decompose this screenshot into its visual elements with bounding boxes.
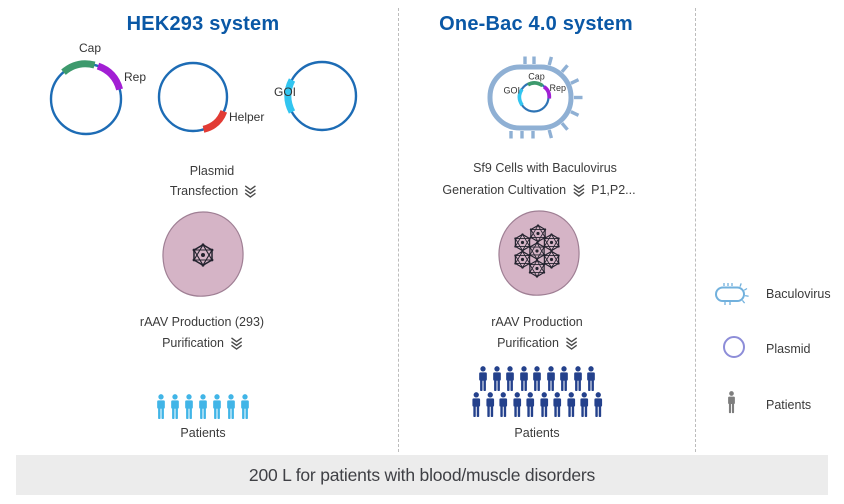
person-icon [553, 392, 562, 418]
column-divider-left [398, 8, 399, 452]
legend-plasmid-icon [723, 336, 745, 358]
footer-bar: 200 L for patients with blood/muscle dis… [16, 455, 828, 495]
person-icon [573, 366, 582, 392]
onebac-step2-line1: rAAV Production [491, 315, 583, 329]
person-icon [506, 366, 514, 392]
onebac-step2-line2: Purification [497, 336, 579, 351]
baculovirus-spikes [509, 56, 583, 139]
column-divider-right [695, 8, 696, 452]
plasmid-helper: Helper [157, 61, 264, 133]
hek-step1-line2-text: Transfection [169, 184, 239, 198]
person-icon [512, 392, 521, 418]
person-icon [580, 392, 589, 418]
plasmid-goi: GOI [274, 60, 358, 132]
rep-gene-arc [542, 85, 552, 99]
onebac-patients-row-1 [477, 366, 598, 392]
cap-gene-arc [527, 81, 544, 88]
person-icon [479, 366, 487, 392]
person-icon [199, 394, 207, 420]
rep-gene-arc [96, 62, 123, 91]
hek-title: HEK293 system [126, 13, 280, 35]
hek-cell [162, 211, 244, 297]
hek-step2-line2: Purification [162, 336, 244, 351]
hek-step1-line2: Transfection [170, 184, 258, 199]
hek-patients-label: Patients [180, 426, 226, 440]
person-icon [241, 394, 249, 420]
person-icon [533, 366, 541, 392]
person-icon [227, 394, 235, 420]
onebac-patients-row-2 [470, 392, 604, 418]
person-icon [566, 392, 575, 418]
cap-label: Cap [79, 41, 101, 55]
goi-gene-arc [284, 78, 296, 114]
onebac-step1-line2: Generation Cultivation P1,P2... [442, 183, 635, 198]
onebac-step1-line1: Sf9 Cells with Baculovirus [473, 161, 617, 175]
hek-step2-line2-text: Purification [162, 336, 224, 350]
goi-label: GOI [274, 85, 296, 99]
person-icon [492, 366, 501, 392]
goi-label: GOI [503, 86, 520, 96]
person-icon [728, 391, 735, 414]
plasmid-cap-rep: Cap Rep [49, 41, 146, 136]
onebac-patients-label: Patients [514, 426, 560, 440]
helper-gene-arc [202, 110, 228, 133]
goi-gene-arc [517, 88, 524, 107]
person-icon [157, 394, 165, 420]
person-icon [539, 392, 548, 418]
plasmid-ring [286, 60, 358, 132]
person-icon [213, 394, 221, 420]
chevron-down-icon [565, 337, 577, 350]
person-icon [499, 392, 508, 418]
legend-baculovirus-label: Baculovirus [766, 287, 831, 301]
hek-step1-line1: Plasmid [189, 164, 235, 178]
person-icon [472, 392, 481, 418]
chevron-down-icon [230, 337, 242, 350]
helper-label: Helper [229, 110, 264, 124]
sf9-cell [498, 210, 580, 296]
baculovirus-graphic: Cap Rep GOI [487, 56, 583, 139]
person-icon [526, 392, 535, 418]
cell-membrane [498, 210, 580, 296]
legend-patients-icon [726, 391, 737, 414]
person-icon [485, 392, 494, 418]
legend-plasmid-label: Plasmid [766, 342, 811, 356]
hek-step2-line1: rAAV Production (293) [139, 315, 265, 329]
baculovirus-capsule [487, 64, 574, 131]
person-icon [171, 394, 179, 420]
person-icon [560, 366, 568, 392]
onebac-title: One-Bac 4.0 system [439, 13, 633, 35]
cap-gene-arc [61, 60, 96, 75]
person-icon [593, 392, 602, 418]
legend-patients-label: Patients [766, 398, 812, 412]
onebac-passages-label: P1,P2... [591, 183, 636, 197]
cap-label: Cap [528, 72, 545, 82]
footer-text: 200 L for patients with blood/muscle dis… [248, 464, 596, 485]
hek-patients-row [155, 394, 252, 420]
legend-baculovirus-icon [715, 283, 749, 305]
onebac-step2-line2-text: Purification [497, 336, 559, 350]
person-icon [546, 366, 555, 392]
chevron-down-icon [245, 185, 257, 198]
person-icon [519, 366, 528, 392]
rep-label: Rep [550, 83, 567, 93]
person-icon [587, 366, 595, 392]
rep-label: Rep [124, 70, 146, 84]
person-icon [185, 394, 193, 420]
chevron-down-icon [573, 184, 585, 197]
plasmid-ring [157, 61, 229, 133]
onebac-step1-line2-text: Generation Cultivation [442, 183, 567, 197]
